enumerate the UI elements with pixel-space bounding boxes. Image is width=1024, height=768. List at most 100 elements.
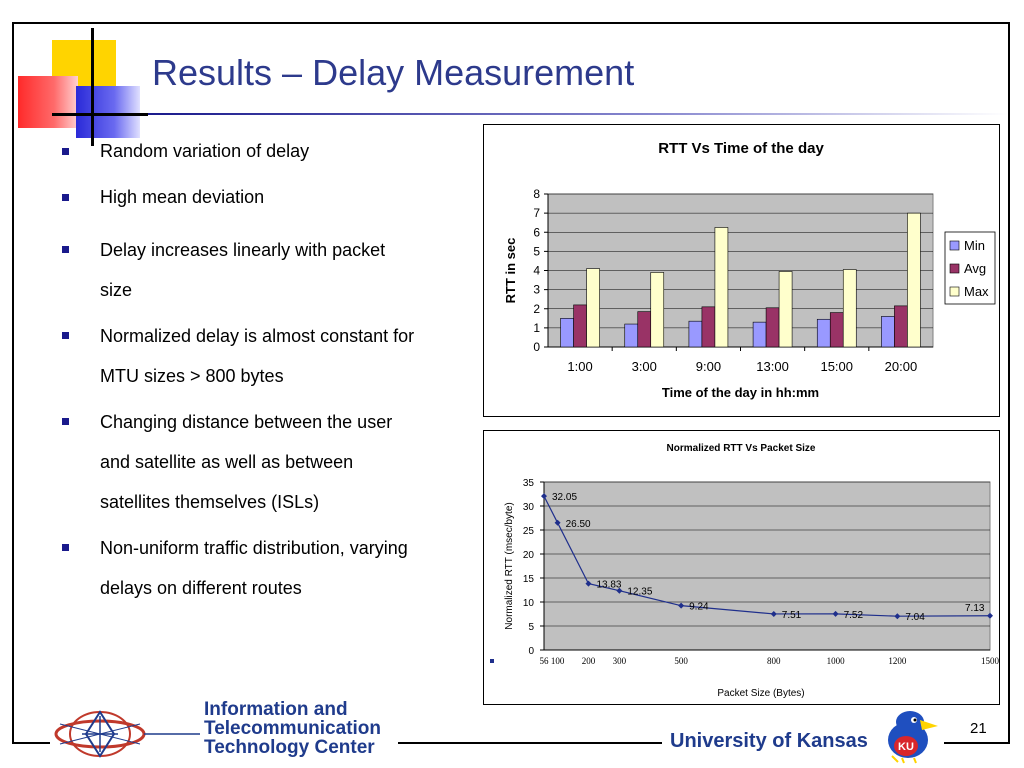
bar-min [752, 321, 767, 348]
legend-label: Avg [964, 261, 986, 276]
y-tick-label: 35 [523, 478, 535, 489]
data-point-marker [832, 610, 839, 617]
data-point-marker [894, 613, 901, 620]
normalized-rtt-chart: Normalized RTT Vs Packet Size 0 5 10 15 20 25 3… [483, 430, 1000, 705]
x-tick-label: 100 [551, 656, 565, 666]
x-tick-label: 9:00 [696, 359, 721, 374]
decor-horizontal-line [52, 113, 148, 116]
bar-avg [701, 306, 716, 348]
itc-satellite-logo-icon [54, 710, 200, 758]
y-tick-label: 20 [523, 550, 535, 561]
legend-swatch [949, 286, 960, 297]
x-tick-label: 800 [767, 656, 781, 666]
y-axis-label: Normalized RTT (msec/byte) [504, 502, 515, 629]
y-tick-label: 10 [523, 598, 535, 609]
y-tick-label: 5 [533, 244, 540, 258]
chart-title: RTT Vs Time of the day [658, 140, 824, 157]
data-point-marker [554, 519, 561, 526]
bullet-item: Normalized delay is almost constant for … [58, 316, 418, 396]
y-tick-label: 1 [533, 321, 540, 335]
data-point-marker [541, 493, 547, 500]
y-tick-label: 7 [533, 206, 540, 220]
x-axis-label: Packet Size (Bytes) [717, 688, 804, 699]
x-tick-label: 3:00 [632, 359, 657, 374]
data-label: 7.04 [905, 612, 925, 623]
bar-min [881, 316, 895, 348]
university-name: University of Kansas [670, 730, 868, 752]
page-number: 21 [970, 720, 987, 737]
x-tick-label: 15:00 [820, 359, 853, 374]
page-title: Results – Delay Measurement [152, 52, 635, 93]
rtt-time-chart-svg: RTT Vs Time of the day 0 1 2 3 4 5 6 7 8 1:00 3:00 9… [503, 140, 996, 400]
slide-frame [12, 22, 1010, 742]
y-tick-label: 2 [533, 302, 540, 316]
rtt-time-chart: RTT Vs Time of the day 0 1 2 3 4 5 6 7 8 1:00 3:00 9… [483, 124, 1000, 417]
bullet-item: Changing distance between the user and s… [58, 402, 418, 522]
data-label: 7.52 [844, 610, 864, 621]
footer-rule-right [944, 742, 1010, 744]
x-tick-label: 1000 [827, 656, 846, 666]
data-point-marker [678, 602, 685, 609]
x-tick-label: 200 [582, 656, 596, 666]
x-tick-label: 13:00 [756, 359, 789, 374]
y-axis-label: RTT in sec [503, 238, 518, 304]
y-tick-label: 4 [533, 264, 540, 278]
normalized-rtt-chart-svg: Normalized RTT Vs Packet Size 0 5 10 15 20 25 3… [490, 443, 999, 699]
bar-min [816, 318, 831, 348]
bar-avg [829, 312, 844, 348]
y-tick-label: 15 [523, 574, 535, 585]
data-point-marker [616, 587, 623, 594]
bullet-item: Random variation of delay [58, 138, 418, 164]
title-underline [148, 113, 1008, 115]
itc-wordmark: Information and Telecommunication Techno… [204, 700, 381, 757]
data-point-marker [987, 612, 993, 619]
plot-area [543, 481, 991, 651]
y-tick-label: 3 [533, 283, 540, 297]
jayhawk-mascot-icon: KU [888, 711, 938, 764]
x-tick-label: 500 [674, 656, 688, 666]
legend-label: Max [964, 284, 989, 299]
data-label: 7.51 [782, 610, 802, 621]
itc-line-2: Telecommunication [204, 718, 382, 739]
x-tick-label: 1200 [888, 656, 907, 666]
itc-line-3: Technology Center [204, 737, 375, 758]
y-tick-label: 6 [533, 225, 540, 239]
decor-blue-square [76, 86, 140, 138]
bar-max [907, 212, 921, 348]
x-tick-label: 1:00 [567, 359, 592, 374]
x-tick-label: 20:00 [885, 359, 918, 374]
bar-max [842, 269, 857, 348]
data-label: 13.83 [596, 580, 621, 591]
data-label: 26.50 [566, 519, 591, 530]
itc-line-1: Information and [204, 699, 348, 720]
bar-min [624, 323, 639, 348]
decor-vertical-line [91, 28, 94, 146]
y-tick-label: 0 [528, 646, 534, 657]
data-point-marker [585, 580, 592, 587]
data-label: 9.24 [689, 602, 709, 613]
legend-marker [490, 659, 494, 663]
legend-label: Min [964, 238, 985, 253]
bar-max [586, 268, 600, 348]
y-tick-label: 25 [523, 526, 535, 537]
x-tick-label: 300 [613, 656, 627, 666]
bar-min [560, 318, 574, 348]
data-label: 32.05 [552, 492, 577, 503]
bullet-item: Non-uniform traffic distribution, varyin… [58, 528, 418, 608]
ku-logo-text: KU [898, 741, 914, 753]
footer-rule-left [12, 742, 50, 744]
data-label: 7.13 [965, 603, 985, 614]
x-tick-label: 1500 [981, 656, 999, 666]
data-label: 12.35 [627, 587, 652, 598]
data-point-marker [770, 610, 777, 617]
decor-red-square [18, 76, 78, 128]
bullet-item: High mean deviation [58, 184, 418, 210]
bar-max [714, 227, 729, 348]
bar-min [688, 320, 703, 348]
bullet-list: Random variation of delay High mean devi… [58, 138, 418, 614]
bar-avg [894, 305, 908, 348]
chart-title: Normalized RTT Vs Packet Size [667, 443, 816, 454]
bar-avg [637, 311, 652, 348]
legend-swatch [949, 263, 960, 274]
y-tick-label: 0 [533, 340, 540, 354]
